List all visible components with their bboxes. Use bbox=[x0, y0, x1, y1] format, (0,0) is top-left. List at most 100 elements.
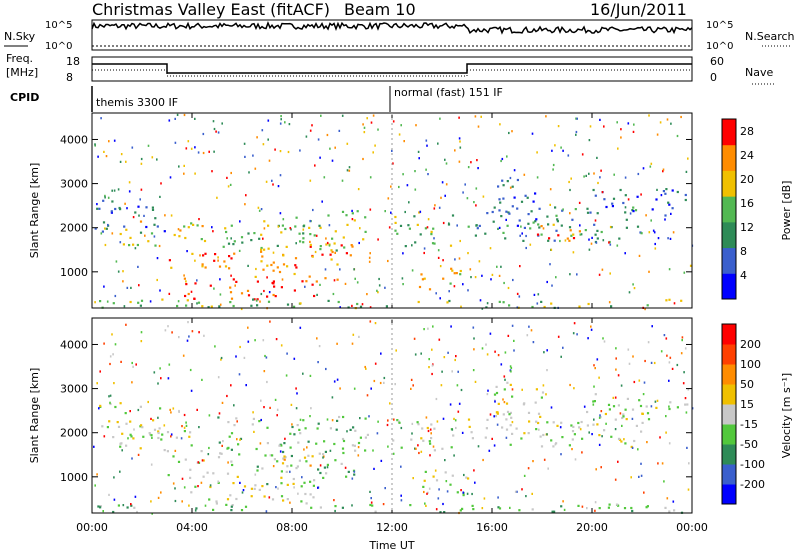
noise-cell bbox=[286, 352, 288, 355]
echo-cell bbox=[459, 273, 462, 276]
noise-cell bbox=[575, 117, 577, 120]
noise-cell bbox=[435, 292, 437, 295]
noise-cell bbox=[470, 161, 472, 164]
echo-cell bbox=[185, 283, 188, 286]
noise-cell bbox=[220, 358, 222, 361]
echo-cell bbox=[289, 432, 292, 435]
noise-cell bbox=[400, 124, 402, 127]
echo-cell bbox=[280, 495, 284, 498]
noise-cell bbox=[108, 493, 110, 496]
noise-cell bbox=[424, 502, 426, 505]
noise-cell bbox=[168, 363, 171, 366]
noise-cell bbox=[506, 155, 508, 158]
noise-cell bbox=[124, 202, 126, 205]
noise-cell bbox=[243, 142, 246, 145]
echo-cell bbox=[394, 215, 397, 219]
echo-cell bbox=[175, 436, 178, 439]
noise-cell bbox=[157, 496, 160, 499]
echo-cell bbox=[311, 255, 314, 258]
echo-cell bbox=[315, 280, 318, 283]
echo-cell bbox=[250, 495, 253, 498]
echo-cell bbox=[611, 202, 614, 205]
echo-cell bbox=[448, 299, 451, 303]
colorbar-tick-label: 20 bbox=[740, 173, 754, 186]
noise-cell bbox=[429, 454, 431, 457]
noise-cell bbox=[208, 446, 210, 450]
noise-cell bbox=[581, 505, 584, 508]
echo-cell bbox=[399, 224, 403, 227]
echo-cell bbox=[260, 250, 263, 253]
noise-cell bbox=[198, 218, 200, 221]
noise-cell bbox=[168, 119, 171, 122]
noise-cell bbox=[176, 113, 179, 116]
noise-cell bbox=[494, 400, 496, 403]
echo-cell bbox=[111, 200, 114, 203]
noise-cell bbox=[665, 415, 667, 418]
noise-cell bbox=[353, 470, 356, 473]
noise-cell bbox=[346, 169, 349, 172]
noise-cell bbox=[464, 183, 466, 186]
noise-cell bbox=[239, 345, 241, 349]
noise-cell bbox=[433, 207, 436, 210]
echo-cell bbox=[593, 223, 596, 226]
echo-cell bbox=[573, 433, 576, 436]
echo-cell bbox=[351, 245, 354, 248]
noise-cell bbox=[380, 459, 383, 462]
echo-cell bbox=[449, 483, 452, 486]
echo-cell bbox=[122, 243, 125, 246]
echo-cell bbox=[289, 446, 292, 449]
noise-cell bbox=[181, 425, 183, 428]
echo-cell bbox=[99, 404, 102, 407]
echo-cell bbox=[547, 223, 550, 226]
noise-cell bbox=[186, 250, 188, 253]
echo-cell bbox=[263, 248, 266, 251]
noise-cell bbox=[423, 247, 426, 250]
echo-cell bbox=[141, 426, 144, 429]
noise-cell bbox=[562, 500, 564, 503]
echo-cell bbox=[114, 405, 117, 409]
noise-cell bbox=[122, 280, 124, 283]
noise-cell bbox=[597, 181, 599, 185]
echo-cell bbox=[522, 239, 525, 242]
noise-cell bbox=[662, 170, 664, 173]
echo-cell bbox=[622, 413, 625, 416]
echo-cell bbox=[640, 430, 643, 433]
noise-cell bbox=[619, 412, 622, 415]
noise-cell bbox=[284, 121, 286, 124]
echo-cell bbox=[572, 237, 576, 240]
echo-cell bbox=[218, 265, 222, 268]
noise-cell bbox=[668, 268, 671, 271]
noise-cell bbox=[454, 149, 456, 152]
echo-cell bbox=[105, 227, 108, 230]
echo-cell bbox=[528, 420, 531, 423]
noise-cell bbox=[559, 426, 562, 429]
noise-cell bbox=[615, 347, 617, 350]
noise-cell bbox=[147, 144, 150, 147]
echo-cell bbox=[350, 244, 353, 247]
echo-cell bbox=[319, 471, 322, 475]
noise-cell bbox=[473, 469, 475, 472]
noise-cell bbox=[673, 302, 676, 305]
noise-cell bbox=[334, 146, 336, 149]
noise-cell bbox=[269, 406, 271, 409]
noise-cell bbox=[499, 123, 501, 126]
noise-cell bbox=[359, 227, 361, 230]
noise-cell bbox=[209, 484, 212, 487]
echo-cell bbox=[592, 400, 595, 403]
echo-cell bbox=[527, 432, 530, 435]
echo-cell bbox=[625, 218, 628, 221]
echo-cell bbox=[530, 210, 533, 213]
echo-cell bbox=[622, 415, 625, 418]
noise-cell bbox=[188, 335, 190, 338]
echo-cell bbox=[632, 206, 635, 209]
echo-cell bbox=[269, 454, 272, 457]
echo-cell bbox=[486, 212, 489, 215]
echo-cell bbox=[662, 190, 665, 193]
echo-cell bbox=[335, 428, 338, 431]
noise-cell bbox=[336, 342, 338, 345]
noise-cell bbox=[279, 450, 282, 453]
noise-cell bbox=[472, 326, 475, 329]
noise-cell bbox=[505, 436, 508, 439]
y-tick-label: 1000 bbox=[60, 266, 88, 279]
noise-cell bbox=[329, 449, 332, 452]
